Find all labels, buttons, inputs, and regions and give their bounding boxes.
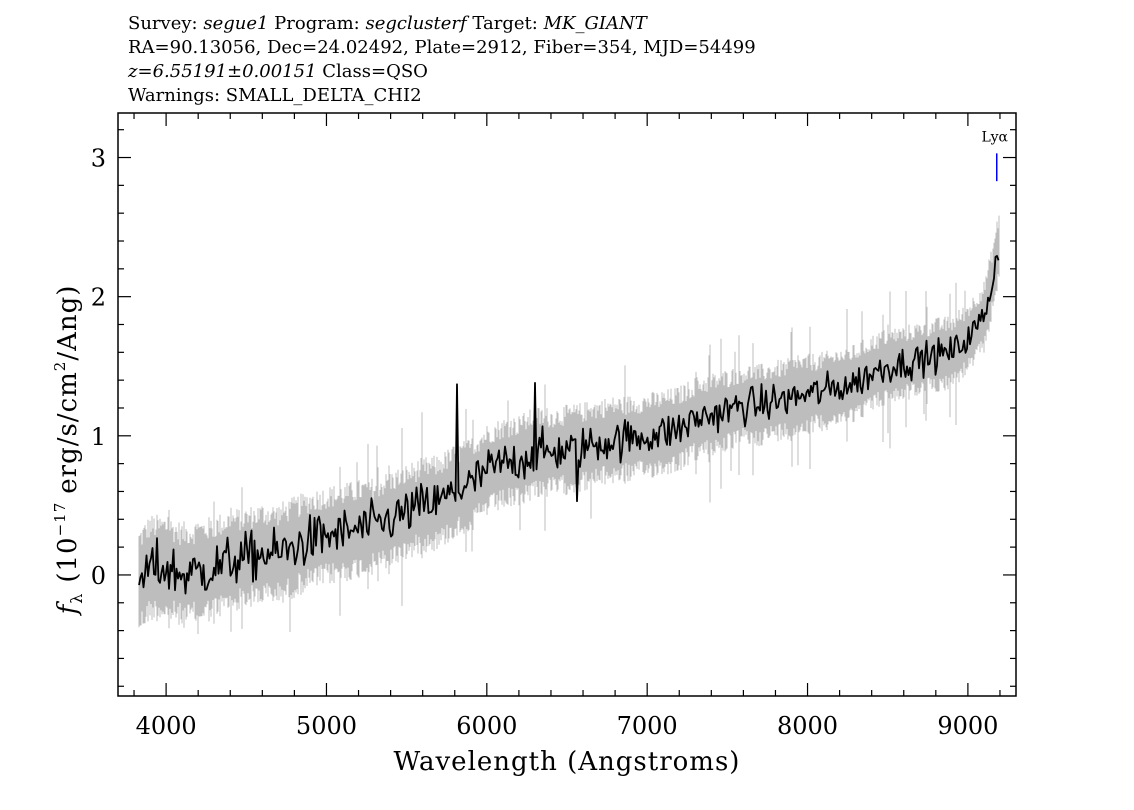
- x-tick-label: 4000: [136, 712, 197, 740]
- header-line-survey: Survey: segue1 Program: segclusterf Targ…: [128, 12, 1108, 36]
- redshift-value: z=6.55191±0.00151: [128, 61, 317, 82]
- y-axis-symbol: f: [53, 600, 83, 616]
- y-tick-label: 0: [91, 562, 106, 590]
- error-band-layer: [138, 215, 1000, 634]
- survey-value: segue1: [203, 13, 269, 34]
- plot-frame: [117, 112, 1017, 697]
- x-axis-title: Wavelength (Angstroms): [394, 747, 741, 777]
- class-value: Class=QSO: [322, 61, 428, 82]
- line-marker-layer: Lyα: [982, 129, 1009, 182]
- lya-marker-label: Lyα: [982, 129, 1009, 145]
- flux-series-layer: [138, 254, 1000, 595]
- flux-line: [138, 254, 1000, 595]
- x-tick-label: 8000: [777, 712, 838, 740]
- y-axis-title: fλ (10−17 erg/s/cm2/Ang): [51, 285, 86, 617]
- x-tick-label: 9000: [937, 712, 998, 740]
- tick-layer: [118, 113, 1016, 696]
- x-tick-label: 7000: [617, 712, 678, 740]
- y-tick-label: 1: [91, 423, 106, 451]
- y-axis-units: erg/s/cm: [53, 371, 83, 494]
- program-value: segclusterf: [365, 13, 467, 34]
- header-line-redshift: z=6.55191±0.00151 Class=QSO: [128, 60, 1108, 84]
- survey-label: Survey:: [128, 13, 198, 34]
- tick-label-layer: 4000 5000 6000 7000 8000 9000 0 1 2 3: [91, 145, 999, 740]
- y-tick-label: 2: [91, 284, 106, 312]
- program-label: Program:: [274, 13, 360, 34]
- target-value: MK_GIANT: [543, 13, 647, 34]
- header-line-coords: RA=90.13056, Dec=24.02492, Plate=2912, F…: [128, 37, 756, 58]
- target-label: Target:: [472, 13, 538, 34]
- x-tick-label: 6000: [456, 712, 517, 740]
- spectrum-header: Survey: segue1 Program: segclusterf Targ…: [128, 12, 1108, 108]
- error-band: [138, 215, 1000, 634]
- y-axis-open: (10: [53, 536, 83, 582]
- y-axis-exponent-2: 2: [51, 361, 69, 372]
- y-axis-exponent: −17: [51, 502, 69, 537]
- header-line-warnings: Warnings: SMALL_DELTA_CHI2: [128, 85, 422, 106]
- y-tick-label: 3: [91, 145, 106, 173]
- x-tick-label: 5000: [296, 712, 357, 740]
- y-axis-subscript: λ: [67, 593, 86, 604]
- y-axis-close: /Ang): [53, 285, 83, 361]
